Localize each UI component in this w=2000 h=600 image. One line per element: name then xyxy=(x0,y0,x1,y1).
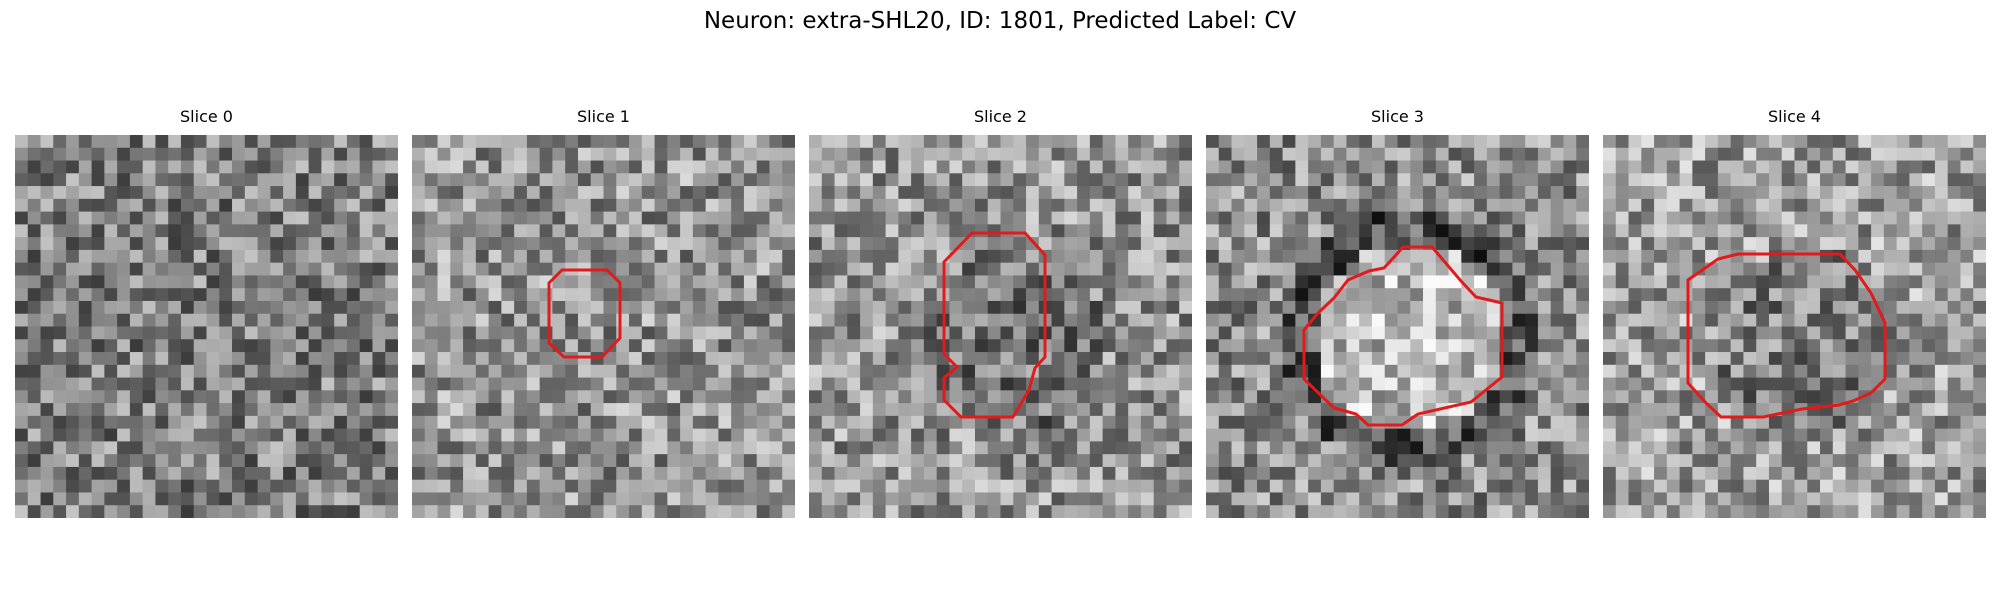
roi-outline xyxy=(547,268,622,359)
slice-title: Slice 0 xyxy=(180,107,233,126)
roi-outline xyxy=(942,231,1047,419)
slice-title: Slice 1 xyxy=(577,107,630,126)
roi-outline xyxy=(1686,252,1887,419)
figure-title: Neuron: extra-SHL20, ID: 1801, Predicted… xyxy=(703,8,1297,34)
slice-image-1 xyxy=(412,135,795,518)
slice-image-0 xyxy=(15,135,398,518)
slice-title: Slice 3 xyxy=(1371,107,1424,126)
slice-title: Slice 4 xyxy=(1768,107,1821,126)
slice-image-2 xyxy=(809,135,1192,518)
roi-outline xyxy=(1302,245,1504,427)
slice-title: Slice 2 xyxy=(974,107,1027,126)
slice-image-4 xyxy=(1603,135,1986,518)
slice-image-3 xyxy=(1206,135,1589,518)
